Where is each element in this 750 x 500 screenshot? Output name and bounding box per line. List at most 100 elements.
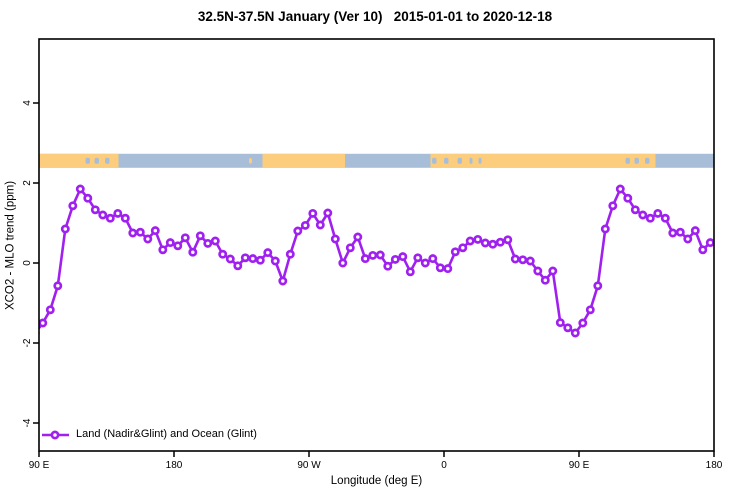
data-point-marker <box>143 234 153 244</box>
data-point-marker <box>563 323 573 333</box>
data-point-marker <box>533 266 543 276</box>
data-point-marker <box>645 213 655 223</box>
data-point-marker <box>428 254 438 264</box>
x-tick-label: 90 E <box>29 460 50 471</box>
data-point-marker <box>68 201 78 211</box>
map-coast-detail <box>105 157 110 164</box>
data-point-marker <box>465 236 475 246</box>
data-point-marker <box>360 254 370 264</box>
data-point-marker <box>578 318 588 328</box>
data-point-marker <box>390 254 400 264</box>
data-point-marker <box>503 235 513 245</box>
data-point-marker <box>278 276 288 286</box>
y-axis-title: XCO2 - MLO trend (ppm) <box>4 180 17 311</box>
data-point-marker <box>600 224 610 234</box>
data-point-marker <box>135 227 145 237</box>
data-point-marker <box>225 254 235 264</box>
map-coast-detail <box>444 157 449 164</box>
map-coast-detail <box>432 157 437 164</box>
data-point-marker <box>683 234 693 244</box>
data-point-marker <box>660 213 670 223</box>
legend-point-sample <box>50 430 60 440</box>
data-point-marker <box>233 261 243 271</box>
x-axis-ticks: 90 E 180 90 W 0 90 E 180 <box>29 451 723 471</box>
data-point-marker <box>585 305 595 315</box>
data-point-marker <box>705 238 714 248</box>
map-land-segment <box>262 153 345 168</box>
data-point-marker <box>323 208 333 218</box>
x-axis-title: Longitude (deg E) <box>330 475 423 487</box>
legend-marker <box>42 430 69 440</box>
data-point-marker <box>39 318 48 328</box>
legend-label: Land (Nadir&Glint) and Ocean (Glint) <box>76 428 257 440</box>
data-point-marker <box>158 245 168 255</box>
map-coast-detail <box>469 157 473 164</box>
map-coast-detail <box>625 157 630 164</box>
data-point-marker <box>638 210 648 220</box>
data-point-marker <box>90 205 100 215</box>
data-point-marker <box>383 261 393 271</box>
data-point-marker <box>548 266 558 276</box>
data-point-marker <box>405 267 415 277</box>
data-point-marker <box>293 226 303 236</box>
y-tick-label: 4 <box>22 100 33 106</box>
data-point-marker <box>518 255 528 265</box>
data-point-marker <box>285 249 295 259</box>
data-point-marker <box>150 226 160 236</box>
plot-box <box>38 38 715 452</box>
data-point-marker <box>623 193 633 203</box>
y-tick-label: -2 <box>22 338 33 347</box>
data-point-marker <box>510 254 520 264</box>
data-point-marker <box>210 236 220 246</box>
data-point-marker <box>525 256 535 266</box>
data-point-marker <box>413 253 423 263</box>
data-point-marker <box>180 233 190 243</box>
data-point-marker <box>120 213 130 223</box>
y-tick-label: -4 <box>22 418 33 427</box>
x-tick-label: 180 <box>706 460 723 471</box>
data-point-marker <box>555 318 565 328</box>
data-series-land-ocean <box>39 184 714 338</box>
data-point-marker <box>128 228 138 238</box>
data-point-marker <box>420 258 430 268</box>
data-point-marker <box>218 249 228 259</box>
data-point-marker <box>60 224 70 234</box>
data-point-marker <box>315 220 325 230</box>
data-point-marker <box>330 234 340 244</box>
data-point-marker <box>495 237 505 247</box>
data-point-marker <box>593 281 603 291</box>
data-point-marker <box>608 201 618 211</box>
map-coast-detail <box>645 157 650 164</box>
map-coast-detail <box>634 157 639 164</box>
data-point-marker <box>195 231 205 241</box>
map-land-segment <box>430 153 656 168</box>
data-point-marker <box>570 328 580 338</box>
chart-title: 32.5N-37.5N January (Ver 10) 2015-01-01 … <box>197 9 553 24</box>
data-point-marker <box>248 254 258 264</box>
data-point-marker <box>690 226 700 236</box>
data-point-marker <box>188 247 198 257</box>
data-point-marker <box>75 184 85 194</box>
data-point-marker <box>173 241 183 251</box>
map-island-detail <box>249 158 252 164</box>
map-coast-detail <box>85 157 90 164</box>
data-point-marker <box>668 228 678 238</box>
data-point-marker <box>615 184 625 194</box>
data-point-marker <box>480 238 490 248</box>
map-land-segment <box>39 153 119 168</box>
data-point-marker <box>488 239 498 249</box>
data-point-marker <box>450 247 460 257</box>
x-tick-label: 0 <box>441 460 447 471</box>
data-point-marker <box>435 263 445 273</box>
data-point-marker <box>113 208 123 218</box>
y-axis-ticks: -4 -2 0 2 4 <box>22 100 39 427</box>
map-coast-detail <box>457 157 462 164</box>
data-point-marker <box>83 193 93 203</box>
data-point-marker <box>630 205 640 215</box>
map-coast-detail <box>478 157 482 164</box>
data-point-marker <box>675 227 685 237</box>
data-point-marker <box>255 255 265 265</box>
data-point-marker <box>300 220 310 230</box>
